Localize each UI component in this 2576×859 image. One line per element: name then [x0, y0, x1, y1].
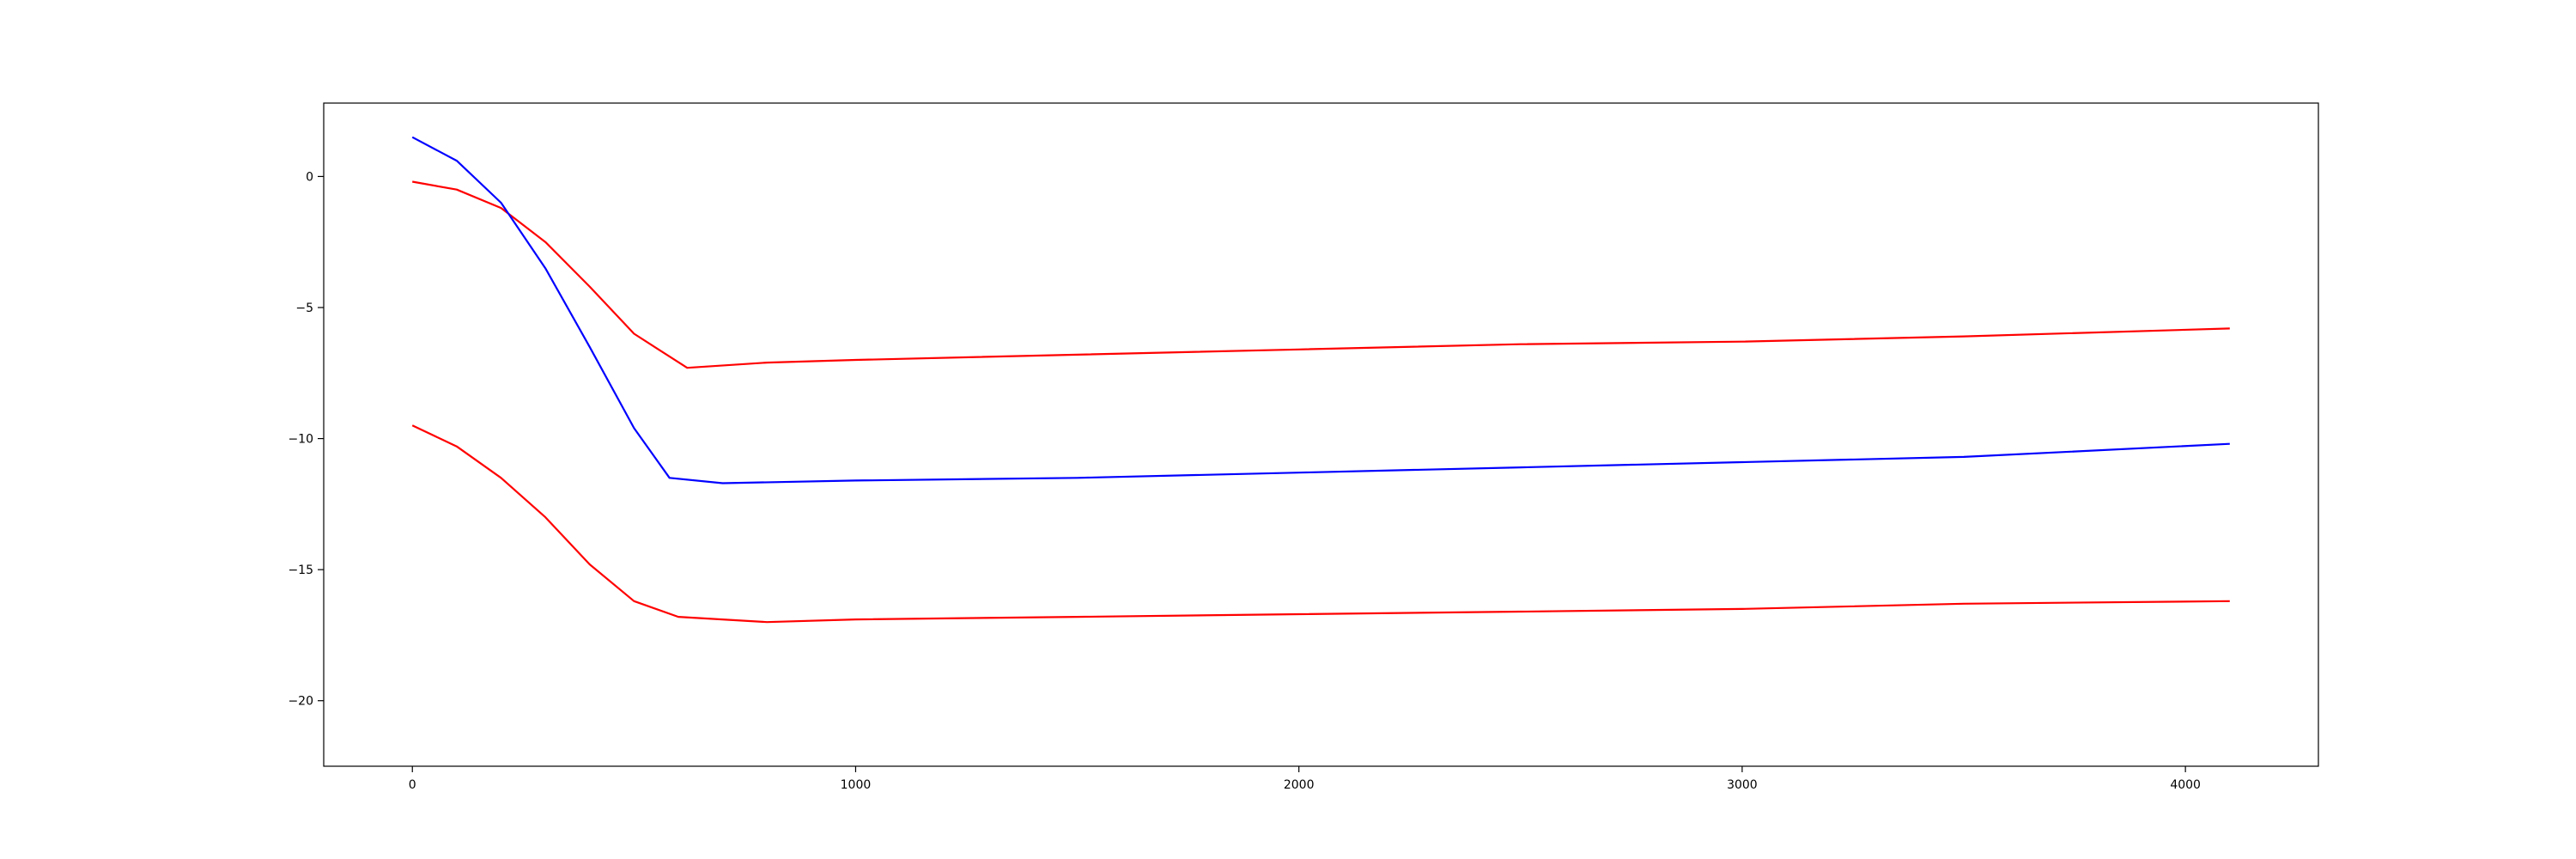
series-line-1	[412, 180, 2230, 369]
tick-layer: 0 1000 2000 3000 4000 0 −5 −10 −15 −20	[288, 170, 2201, 792]
x-tick-label: 3000	[1727, 778, 1758, 792]
series-layer	[411, 136, 2230, 624]
y-tick-label: −15	[288, 564, 313, 577]
x-tick-label: 0	[409, 778, 416, 792]
axes-frame	[323, 102, 2319, 767]
x-tick-label: 1000	[841, 778, 872, 792]
y-tick-label: −20	[288, 695, 313, 709]
x-tick-label: 4000	[2170, 778, 2201, 792]
x-tick-label: 2000	[1284, 778, 1315, 792]
series-line-2	[411, 136, 2230, 484]
y-tick-label: −10	[288, 433, 313, 447]
y-tick-label: −5	[295, 302, 313, 315]
series-line-3	[411, 424, 2230, 624]
y-tick-label: 0	[306, 170, 313, 184]
